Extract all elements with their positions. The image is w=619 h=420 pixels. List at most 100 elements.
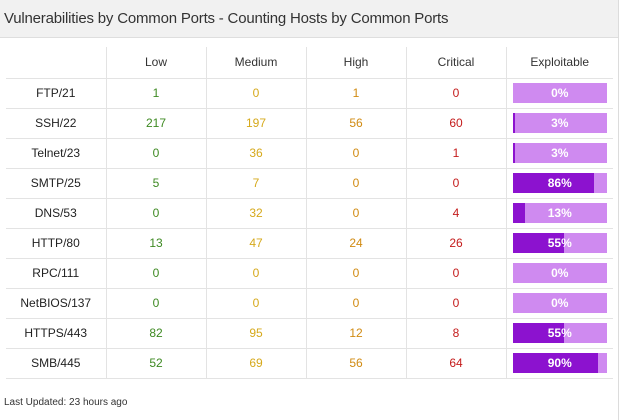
exploitable-progress-bar: 0% [512,263,607,283]
high-count-cell[interactable]: 0 [305,137,406,168]
exploitable-progress-fill [512,233,565,253]
high-count-cell[interactable]: 0 [305,167,406,198]
low-count-cell[interactable]: 0 [105,137,206,168]
low-count-cell[interactable]: 5 [105,167,206,198]
exploitable-progress-fill [512,353,598,373]
exploitable-progress-fill [512,113,516,133]
exploitable-progress-bar: 55% [512,233,607,253]
high-count-cell[interactable]: 56 [305,347,406,379]
port-cell: RPC/111 [6,257,106,288]
widget-header: Vulnerabilities by Common Ports - Counti… [0,0,618,38]
high-count-cell[interactable]: 0 [305,287,406,318]
port-cell: SMB/445 [6,347,106,379]
critical-count-cell[interactable]: 4 [405,197,506,228]
exploitable-cell[interactable]: 90% [505,347,613,379]
medium-count-cell[interactable]: 0 [205,257,306,288]
critical-count-cell[interactable]: 1 [405,137,506,168]
medium-count-cell[interactable]: 32 [205,197,306,228]
header-high[interactable]: High [305,47,406,78]
medium-count-cell[interactable]: 0 [205,77,306,108]
medium-count-cell[interactable]: 0 [205,287,306,318]
port-cell: SSH/22 [6,107,106,138]
critical-count-cell[interactable]: 26 [405,227,506,258]
low-count-cell[interactable]: 0 [105,257,206,288]
exploitable-percent-label: 55% [547,326,572,340]
exploitable-progress-bar: 3% [512,143,607,163]
low-count-cell[interactable]: 13 [105,227,206,258]
port-cell: HTTP/80 [6,227,106,258]
critical-count-cell[interactable]: 64 [405,347,506,379]
medium-count-cell[interactable]: 69 [205,347,306,379]
exploitable-percent-label: 3% [551,146,569,160]
table-row: RPC/111 0 0 0 0 0% [6,257,613,288]
table-row: SSH/22 217 197 56 60 3% [6,107,613,138]
exploitable-percent-label: 0% [551,266,569,280]
high-count-cell[interactable]: 24 [305,227,406,258]
exploitable-progress-bar: 55% [512,323,607,343]
port-cell: DNS/53 [6,197,106,228]
medium-count-cell[interactable]: 197 [205,107,306,138]
critical-count-cell[interactable]: 0 [405,287,506,318]
exploitable-cell[interactable]: 86% [505,167,613,198]
low-count-cell[interactable]: 217 [105,107,206,138]
exploitable-progress-bar: 90% [512,353,607,373]
exploitable-percent-label: 13% [547,206,572,220]
table-row: Telnet/23 0 36 0 1 3% [6,137,613,168]
exploitable-cell[interactable]: 0% [505,257,613,288]
table-row: SMTP/25 5 7 0 0 86% [6,167,613,198]
low-count-cell[interactable]: 0 [105,197,206,228]
critical-count-cell[interactable]: 60 [405,107,506,138]
header-exploitable[interactable]: Exploitable [505,47,613,78]
critical-count-cell[interactable]: 8 [405,317,506,348]
table-row: NetBIOS/137 0 0 0 0 0% [6,287,613,318]
critical-count-cell[interactable]: 0 [405,77,506,108]
exploitable-progress-fill [512,203,525,223]
exploitable-cell[interactable]: 0% [505,287,613,318]
exploitable-cell[interactable]: 55% [505,227,613,258]
high-count-cell[interactable]: 56 [305,107,406,138]
exploitable-cell[interactable]: 55% [505,317,613,348]
exploitable-percent-label: 0% [551,296,569,310]
high-count-cell[interactable]: 0 [305,257,406,288]
medium-count-cell[interactable]: 36 [205,137,306,168]
high-count-cell[interactable]: 1 [305,77,406,108]
exploitable-cell[interactable]: 0% [505,77,613,108]
table-row: DNS/53 0 32 0 4 13% [6,197,613,228]
critical-count-cell[interactable]: 0 [405,167,506,198]
exploitable-progress-bar: 13% [512,203,607,223]
header-port [6,47,106,78]
critical-count-cell[interactable]: 0 [405,257,506,288]
exploitable-progress-bar: 0% [512,293,607,313]
port-cell: NetBIOS/137 [6,287,106,318]
medium-count-cell[interactable]: 95 [205,317,306,348]
medium-count-cell[interactable]: 47 [205,227,306,258]
header-low[interactable]: Low [105,47,206,78]
table-row: FTP/21 1 0 1 0 0% [6,77,613,108]
exploitable-progress-fill [512,143,516,163]
exploitable-percent-label: 86% [547,176,572,190]
high-count-cell[interactable]: 12 [305,317,406,348]
header-medium[interactable]: Medium [205,47,306,78]
table-body: FTP/21 1 0 1 0 0% SSH/22 217 197 56 60 3% Telnet/23 0… [6,77,613,379]
exploitable-cell[interactable]: 13% [505,197,613,228]
port-cell: HTTPS/443 [6,317,106,348]
exploitable-percent-label: 0% [551,86,569,100]
port-cell: SMTP/25 [6,167,106,198]
exploitable-progress-fill [512,173,594,193]
medium-count-cell[interactable]: 7 [205,167,306,198]
exploitable-percent-label: 3% [551,116,569,130]
high-count-cell[interactable]: 0 [305,197,406,228]
port-cell: Telnet/23 [6,137,106,168]
table-header-row: Low Medium High Critical Exploitable [6,47,613,78]
low-count-cell[interactable]: 0 [105,287,206,318]
header-critical[interactable]: Critical [405,47,506,78]
low-count-cell[interactable]: 82 [105,317,206,348]
exploitable-cell[interactable]: 3% [505,137,613,168]
low-count-cell[interactable]: 1 [105,77,206,108]
exploitable-progress-bar: 86% [512,173,607,193]
exploitable-progress-bar: 3% [512,113,607,133]
exploitable-cell[interactable]: 3% [505,107,613,138]
table-row: HTTP/80 13 47 24 26 55% [6,227,613,258]
low-count-cell[interactable]: 52 [105,347,206,379]
